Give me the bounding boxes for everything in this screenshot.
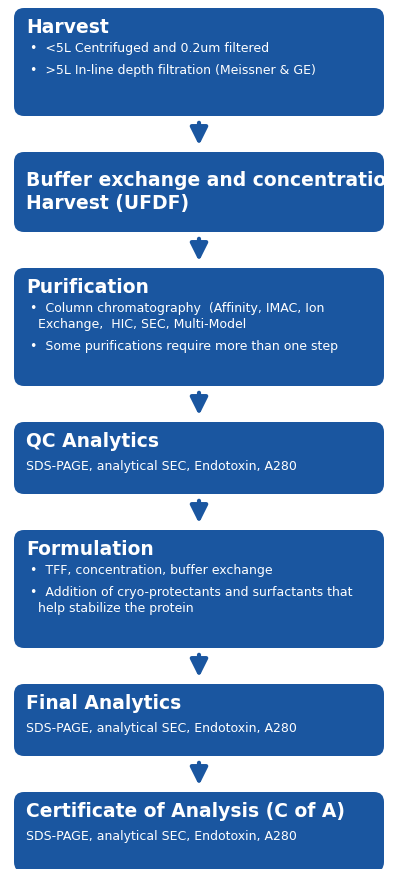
FancyBboxPatch shape <box>14 268 384 386</box>
Text: Purification: Purification <box>26 278 149 297</box>
Text: SDS-PAGE, analytical SEC, Endotoxin, A280: SDS-PAGE, analytical SEC, Endotoxin, A28… <box>26 830 297 843</box>
Text: •  TFF, concentration, buffer exchange: • TFF, concentration, buffer exchange <box>30 564 273 577</box>
Text: SDS-PAGE, analytical SEC, Endotoxin, A280: SDS-PAGE, analytical SEC, Endotoxin, A28… <box>26 722 297 735</box>
Text: QC Analytics: QC Analytics <box>26 432 159 451</box>
Text: Formulation: Formulation <box>26 540 154 559</box>
Text: Buffer exchange and concentration of
Harvest (UFDF): Buffer exchange and concentration of Har… <box>26 171 398 213</box>
Text: Final Analytics: Final Analytics <box>26 694 181 713</box>
FancyBboxPatch shape <box>14 792 384 869</box>
Text: •  <5L Centrifuged and 0.2um filtered: • <5L Centrifuged and 0.2um filtered <box>30 42 269 55</box>
FancyBboxPatch shape <box>14 530 384 648</box>
FancyBboxPatch shape <box>14 422 384 494</box>
FancyBboxPatch shape <box>14 8 384 116</box>
Text: Harvest: Harvest <box>26 18 109 37</box>
FancyBboxPatch shape <box>14 684 384 756</box>
Text: •  >5L In-line depth filtration (Meissner & GE): • >5L In-line depth filtration (Meissner… <box>30 64 316 77</box>
Text: •  Addition of cryo-protectants and surfactants that
  help stabilize the protei: • Addition of cryo-protectants and surfa… <box>30 586 353 615</box>
Text: Certificate of Analysis (C of A): Certificate of Analysis (C of A) <box>26 802 345 821</box>
Text: •  Some purifications require more than one step: • Some purifications require more than o… <box>30 340 338 353</box>
Text: •  Column chromatography  (Affinity, IMAC, Ion
  Exchange,  HIC, SEC, Multi-Mode: • Column chromatography (Affinity, IMAC,… <box>30 302 324 331</box>
Text: SDS-PAGE, analytical SEC, Endotoxin, A280: SDS-PAGE, analytical SEC, Endotoxin, A28… <box>26 460 297 473</box>
FancyBboxPatch shape <box>14 152 384 232</box>
